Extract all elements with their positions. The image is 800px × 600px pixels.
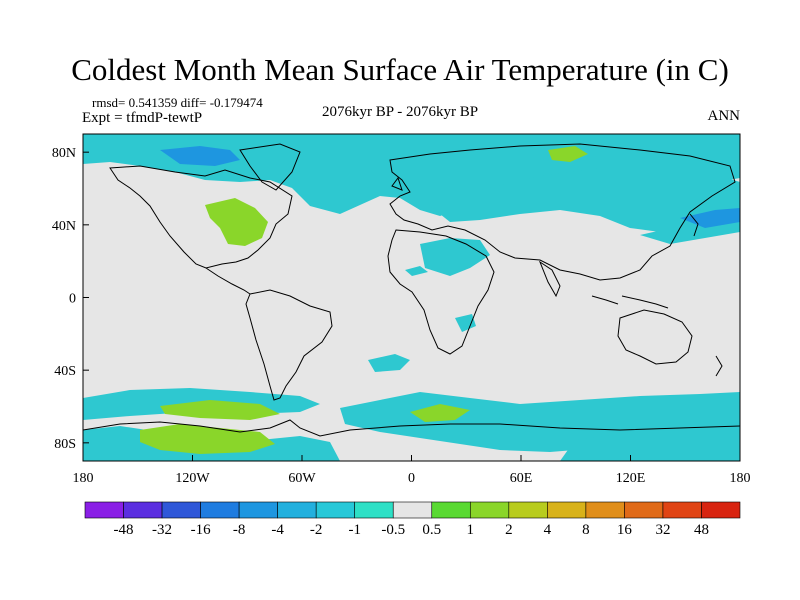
stats-line: rmsd= 0.541359 diff= -0.179474	[92, 95, 263, 110]
lon-tick-label: 120E	[616, 471, 646, 486]
colorbar-swatch	[392, 501, 433, 519]
lon-tick-label: 120W	[175, 471, 210, 486]
colorbar-swatch	[200, 501, 240, 519]
greenland-coast	[239, 143, 301, 191]
colorbar-swatch	[585, 501, 625, 519]
colorbar-label: -4	[271, 522, 284, 538]
south-america-coast	[245, 289, 333, 401]
eurasia-coast	[389, 143, 736, 281]
lon-tick-label: 180	[730, 471, 751, 486]
colorbar-swatch	[469, 501, 510, 519]
antarctica-coast	[83, 419, 740, 437]
lat-tick-label: 80S	[54, 437, 76, 452]
colorbar-label: 0.5	[422, 522, 441, 538]
colorbar-label: -2	[310, 522, 323, 538]
warm-anomaly-regions	[140, 146, 588, 454]
lon-tick-label: 60W	[288, 471, 316, 486]
colorbar-swatch	[315, 501, 356, 519]
colorbar-swatch	[701, 501, 741, 519]
africa-coast	[387, 229, 495, 355]
colorbar-label: -8	[233, 522, 246, 538]
period-label: 2076kyr BP - 2076kyr BP	[322, 104, 479, 120]
colorbar-swatch	[277, 501, 317, 519]
new-zealand-coast	[715, 355, 723, 377]
colorbar-label: 8	[582, 522, 590, 538]
pacific-south-cool	[560, 430, 740, 461]
colorbar-label: -32	[152, 522, 172, 538]
colorbar-label: -0.5	[381, 522, 405, 538]
colorbar-label: 1	[467, 522, 475, 538]
colorbar-swatch	[508, 501, 548, 519]
indonesia-coast	[591, 295, 669, 309]
lat-tick-label: 40S	[54, 364, 76, 379]
colorbar-label: -1	[348, 522, 361, 538]
lon-tick-label: 0	[408, 471, 415, 486]
lon-tick-label: 180	[73, 471, 94, 486]
asia-cool-band	[430, 168, 740, 232]
lon-tick-label: 60E	[510, 471, 533, 486]
lon-axis: 180 120W 60W 0 60E 120E 180	[73, 455, 751, 486]
south-atlantic-cool	[368, 354, 410, 372]
colorbar-swatch	[238, 501, 278, 519]
india-coast	[538, 260, 561, 298]
colorbar-label: 4	[544, 522, 552, 538]
colorbar-swatch	[431, 501, 471, 519]
uk-coast	[391, 176, 403, 191]
expt-line: Expt = tfmdP-tewtP	[82, 110, 203, 126]
colorbar-label: 2	[505, 522, 513, 538]
east-africa-cool	[455, 314, 476, 332]
colorbar-swatch	[354, 501, 394, 519]
map-title: Coldest Month Mean Surface Air Temperatu…	[71, 52, 729, 87]
arctic-warm	[548, 146, 588, 162]
strong-cool-regions	[160, 146, 740, 228]
colorbar-swatch	[624, 501, 664, 519]
australia-coast	[617, 309, 693, 365]
lat-tick-label: 0	[69, 292, 76, 307]
colorbar: -48 -32 -16 -8 -4 -2 -1 -0.5 0.5 1 2 4 8 16 32 48	[84, 501, 741, 538]
colorbar-label: 32	[655, 522, 670, 538]
colorbar-swatch	[161, 501, 201, 519]
lat-tick-label: 40N	[52, 219, 76, 234]
colorbar-label: 16	[617, 522, 633, 538]
colorbar-label: -48	[114, 522, 134, 538]
japan-coast	[689, 213, 699, 237]
north-america-coast	[109, 165, 293, 269]
season-label: ANN	[707, 108, 741, 124]
lat-tick-label: 80N	[52, 146, 76, 161]
colorbar-swatch	[84, 501, 124, 519]
greenland-strong-cool	[160, 146, 240, 166]
central-america-coast	[205, 267, 251, 295]
colorbar-label: -16	[191, 522, 211, 538]
colorbar-label: 48	[694, 522, 709, 538]
sub-antarctic-warm	[410, 404, 470, 422]
colorbar-swatch	[123, 501, 163, 519]
southern-ocean-warm	[160, 400, 280, 420]
coastlines	[83, 143, 740, 437]
colorbar-swatch	[547, 501, 587, 519]
nw-pacific-strong-cool	[680, 208, 740, 228]
sahel-cool	[405, 266, 428, 276]
anomaly-field	[83, 134, 740, 461]
lat-axis: 80N 40N 0 40S 80S	[52, 146, 89, 452]
north-america-warm	[205, 198, 268, 246]
colorbar-swatch	[662, 501, 702, 519]
